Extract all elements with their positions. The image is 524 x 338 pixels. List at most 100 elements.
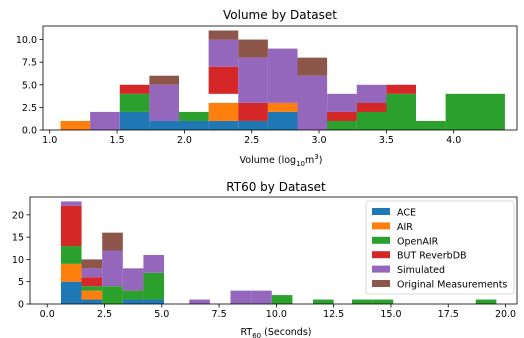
volume-bar-ace bbox=[179, 120, 209, 130]
volume-y-tick-label: 7.5 bbox=[22, 58, 37, 69]
rt60-bar-openair bbox=[372, 299, 394, 304]
volume-bar-but-reverbdb bbox=[327, 111, 357, 121]
rt60-bar-openair bbox=[271, 295, 293, 304]
rt60-bar-simulated bbox=[143, 254, 165, 273]
legend-label-but-reverbdb: BUT ReverbDB bbox=[397, 251, 467, 262]
volume-bar-air bbox=[60, 120, 91, 130]
rt60-bar-simulated bbox=[189, 299, 210, 304]
volume-bars bbox=[60, 30, 505, 130]
volume-bar-original-measurements bbox=[208, 30, 239, 40]
volume-bar-air bbox=[208, 102, 239, 121]
rt60-bar-ace bbox=[81, 299, 103, 304]
rt60-bar-simulated bbox=[60, 201, 82, 206]
volume-bar-but-reverbdb bbox=[356, 102, 387, 112]
rt60-bar-simulated bbox=[102, 250, 123, 287]
rt60-x-axis-label: RT60 (Seconds) bbox=[241, 327, 312, 338]
rt60-y-tick-label: 5 bbox=[18, 277, 24, 288]
legend-swatch-ace bbox=[372, 208, 390, 215]
volume-bar-ace bbox=[208, 120, 239, 130]
volume-x-tick-label: 1.0 bbox=[42, 135, 57, 146]
volume-bar-simulated bbox=[238, 57, 268, 103]
legend-swatch-original-measurements bbox=[372, 280, 390, 287]
rt60-bar-simulated bbox=[122, 268, 144, 291]
volume-bar-openair bbox=[119, 93, 150, 112]
volume-bar-original-measurements bbox=[149, 75, 180, 85]
rt60-bar-openair bbox=[351, 299, 373, 304]
volume-bar-air bbox=[267, 102, 298, 112]
rt60-x-tick-label: 2.5 bbox=[97, 309, 112, 320]
volume-bar-but-reverbdb bbox=[208, 66, 239, 94]
volume-x-tick-label: 2.5 bbox=[244, 135, 259, 146]
rt60-bar-openair bbox=[102, 286, 123, 304]
rt60-bar-simulated bbox=[81, 268, 103, 278]
volume-chart: Volume by Dataset 1.0 1.5 2.0 2.5 3.0 3.5 4.0 0… bbox=[16, 8, 518, 168]
legend-label-air: AIR bbox=[397, 222, 413, 233]
volume-x-tick-label: 3.0 bbox=[311, 135, 326, 146]
rt60-x-tick-label: 20.0 bbox=[495, 309, 516, 320]
rt60-bar-ace bbox=[143, 299, 165, 304]
rt60-bar-openair bbox=[475, 299, 497, 304]
rt60-legend: ACE AIR OpenAIR BUT ReverbDB Simulated Origin… bbox=[365, 200, 515, 295]
rt60-bar-openair bbox=[81, 286, 103, 291]
volume-bar-ace bbox=[267, 111, 298, 130]
volume-y-tick-label: 5.0 bbox=[22, 80, 37, 91]
volume-bar-simulated bbox=[208, 39, 239, 67]
volume-chart-title: Volume by Dataset bbox=[223, 8, 337, 22]
volume-bar-simulated bbox=[327, 93, 357, 112]
legend-swatch-simulated bbox=[372, 265, 390, 273]
volume-x-tick-label: 4.0 bbox=[446, 135, 461, 146]
rt60-x-tick-label: 12.5 bbox=[323, 309, 344, 320]
rt60-chart: RT60 by Dataset 0.0 2.5 5.0 7.5 10.0 12.5 15.0… bbox=[12, 180, 518, 338]
rt60-bar-but-reverbdb bbox=[81, 277, 103, 287]
volume-bar-simulated bbox=[149, 84, 180, 121]
legend-label-simulated: Simulated bbox=[397, 265, 445, 276]
rt60-y-tick-label: 15 bbox=[12, 233, 24, 244]
volume-bar-original-measurements bbox=[238, 39, 268, 58]
rt60-plot-frame bbox=[29, 196, 518, 305]
rt60-bars bbox=[60, 201, 497, 304]
rt60-axes: 0.0 2.5 5.0 7.5 10.0 12.5 15.0 17.5 20.0 0 5 10 15 20 bbox=[12, 196, 518, 320]
volume-bar-openair bbox=[416, 120, 446, 130]
rt60-bar-air bbox=[60, 263, 82, 282]
rt60-bar-ace bbox=[60, 281, 82, 304]
legend-swatch-air bbox=[372, 222, 390, 230]
volume-bar-but-reverbdb bbox=[238, 102, 268, 121]
legend-swatch-but-reverbdb bbox=[372, 251, 390, 259]
rt60-y-tick-label: 10 bbox=[12, 255, 24, 266]
rt60-bar-but-reverbdb bbox=[60, 205, 82, 247]
volume-bar-simulated bbox=[267, 48, 298, 103]
legend-frame bbox=[365, 200, 515, 295]
volume-y-tick-label: 2.5 bbox=[22, 103, 37, 114]
rt60-bar-simulated bbox=[251, 290, 272, 304]
volume-bar-openair bbox=[179, 111, 209, 121]
rt60-bar-openair bbox=[122, 290, 144, 300]
rt60-bar-openair bbox=[60, 246, 82, 264]
legend-swatch-openair bbox=[372, 236, 390, 244]
volume-bar-ace bbox=[119, 111, 150, 130]
volume-bar-ace bbox=[238, 120, 268, 130]
volume-axes: 1.0 1.5 2.0 2.5 3.0 3.5 4.0 0.0 2.5 5.0 7.5 10.0 bbox=[16, 25, 518, 146]
rt60-y-tick-label: 20 bbox=[12, 210, 24, 221]
rt60-bar-air bbox=[81, 290, 103, 300]
volume-x-tick-label: 1.5 bbox=[110, 135, 125, 146]
volume-bar-original-measurements bbox=[297, 57, 328, 76]
legend-label-original-measurements: Original Measurements bbox=[397, 280, 507, 291]
rt60-x-tick-label: 15.0 bbox=[380, 309, 401, 320]
volume-bar-simulated bbox=[356, 84, 387, 103]
rt60-bar-openair bbox=[143, 272, 165, 300]
rt60-bar-original-measurements bbox=[102, 232, 123, 251]
volume-x-axis-label: Volume (log10m3) bbox=[240, 153, 323, 168]
rt60-x-tick-label: 17.5 bbox=[438, 309, 459, 320]
volume-y-tick-label: 10.0 bbox=[16, 35, 37, 46]
legend-label-ace: ACE bbox=[397, 208, 416, 219]
rt60-x-tick-label: 0.0 bbox=[40, 309, 55, 320]
volume-bar-openair bbox=[445, 93, 505, 130]
rt60-bar-openair bbox=[313, 299, 334, 304]
volume-bar-simulated bbox=[297, 75, 328, 130]
legend-label-openair: OpenAIR bbox=[397, 236, 439, 247]
volume-y-tick-label: 0.0 bbox=[22, 126, 37, 137]
rt60-chart-title: RT60 by Dataset bbox=[226, 180, 326, 194]
rt60-bar-simulated bbox=[230, 290, 252, 304]
volume-bar-ace bbox=[149, 120, 180, 130]
